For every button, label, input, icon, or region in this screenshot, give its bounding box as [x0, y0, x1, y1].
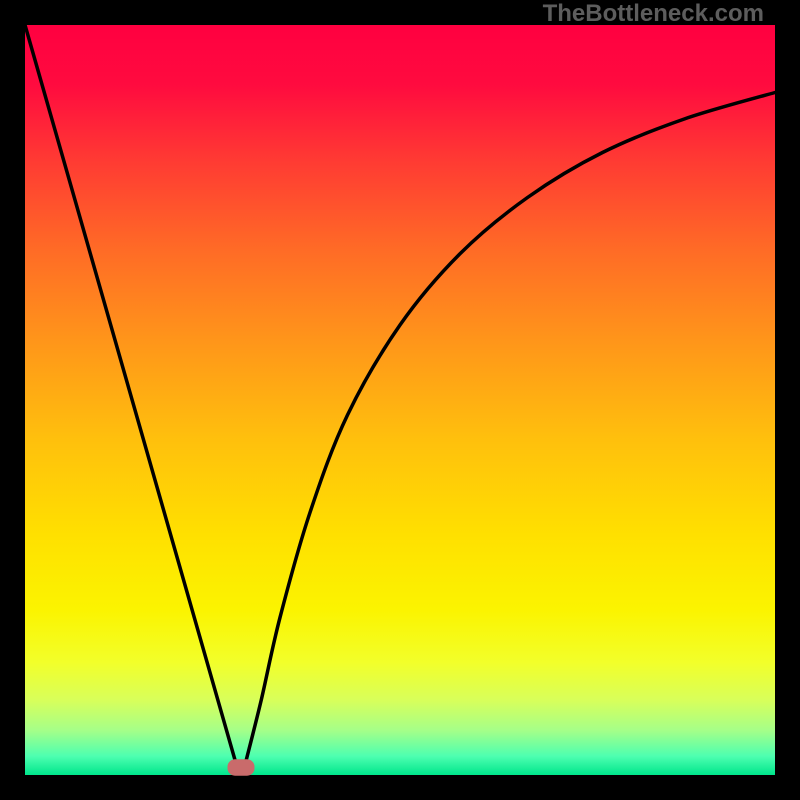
- curve-left-branch: [25, 25, 235, 760]
- vertex-marker: [228, 759, 255, 776]
- curve-layer: [0, 0, 800, 800]
- watermark-text: TheBottleneck.com: [543, 0, 764, 28]
- chart-frame: TheBottleneck.com: [0, 0, 800, 800]
- curve-right-branch: [246, 93, 775, 761]
